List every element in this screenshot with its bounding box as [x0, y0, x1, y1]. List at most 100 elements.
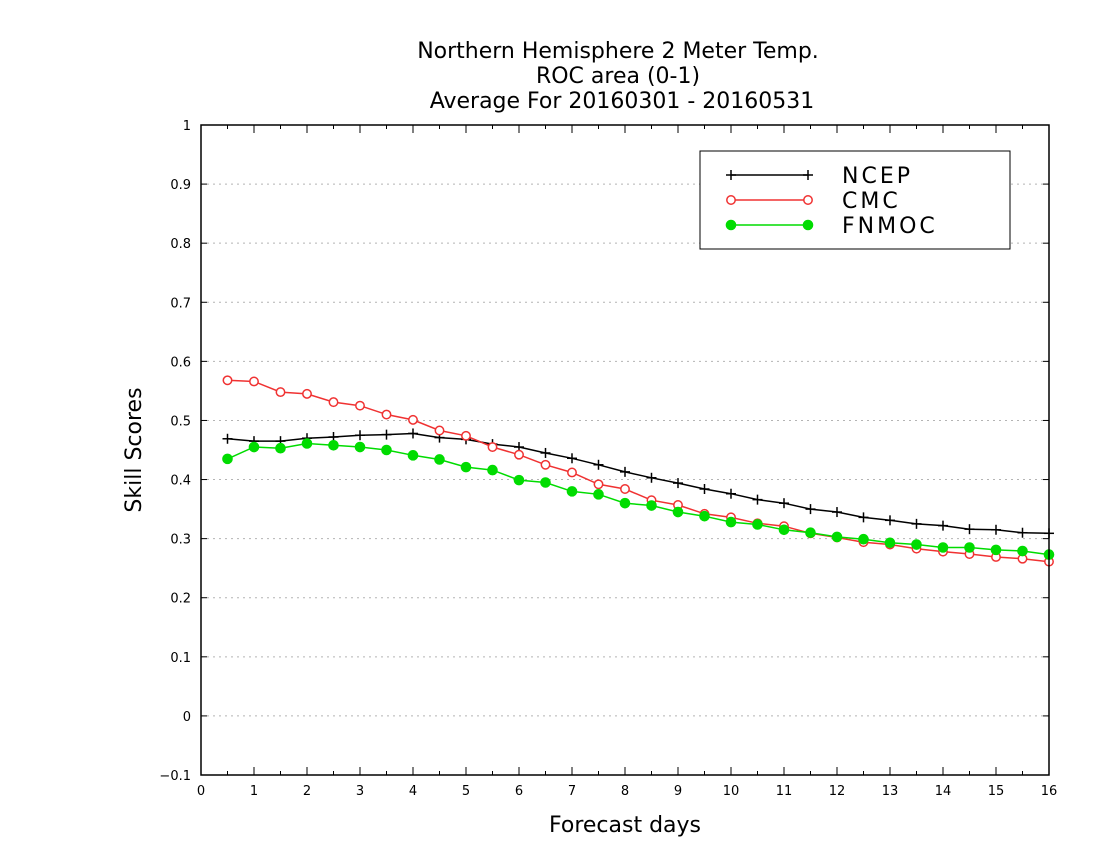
- data-point-cmc: [540, 459, 551, 470]
- x-tick-label: 5: [462, 784, 470, 799]
- y-tick-label: 1: [183, 119, 191, 134]
- data-point-ncep: [726, 488, 736, 499]
- x-tick-label: 8: [621, 784, 629, 799]
- data-point-fnmoc: [381, 444, 392, 456]
- series-fnmoc: [222, 438, 1055, 560]
- data-point-ncep: [620, 466, 630, 477]
- chart-title: Northern Hemisphere 2 Meter Temp. ROC ar…: [417, 39, 819, 114]
- data-point-fnmoc: [672, 506, 684, 518]
- legend-label-fnmoc: FNMOC: [842, 214, 938, 239]
- x-tick-label: 0: [197, 784, 205, 799]
- data-point-ncep: [1017, 527, 1028, 538]
- legend-marker-fnmoc: [725, 219, 737, 231]
- legend-marker-cmc: [803, 195, 813, 205]
- data-point-ncep: [938, 520, 948, 531]
- y-tick-label: −0.1: [159, 769, 191, 784]
- data-point-fnmoc: [831, 531, 843, 543]
- y-axis-label: Skill Scores: [122, 387, 147, 512]
- data-point-fnmoc: [725, 516, 737, 528]
- legend-entry-cmc: CMC: [726, 189, 901, 214]
- data-point-cmc: [514, 449, 524, 460]
- x-tick-label: 14: [935, 784, 952, 799]
- data-point-ncep: [540, 447, 551, 458]
- data-point-cmc: [408, 414, 418, 425]
- legend-box: [699, 150, 1011, 250]
- data-point-cmc: [593, 479, 604, 490]
- data-point-fnmoc: [434, 454, 445, 465]
- y-tick-label: 0.2: [170, 592, 191, 607]
- data-point-fnmoc: [619, 497, 631, 509]
- data-point-cmc: [355, 400, 365, 411]
- x-tick-label: 3: [356, 784, 364, 799]
- data-point-fnmoc: [1017, 545, 1028, 557]
- data-point-fnmoc: [593, 489, 604, 500]
- x-axis-ticks: 0 1 2 3 4 5 6 7 8 9 10 11 12 13 14 15 16: [197, 125, 1057, 799]
- data-point-ncep: [222, 433, 233, 444]
- data-point-cmc: [434, 425, 445, 436]
- title-line-2: ROC area (0-1): [536, 64, 700, 89]
- data-point-fnmoc: [460, 461, 472, 473]
- data-point-cmc: [275, 387, 286, 398]
- data-point-fnmoc: [937, 542, 949, 553]
- y-tick-label: 0.1: [170, 651, 191, 666]
- data-point-ncep: [991, 524, 1001, 535]
- data-point-ncep: [964, 524, 975, 535]
- x-tick-label: 15: [988, 784, 1005, 799]
- x-tick-label: 1: [250, 784, 258, 799]
- data-point-fnmoc: [540, 477, 551, 488]
- x-tick-label: 13: [882, 784, 899, 799]
- x-tick-label: 6: [515, 784, 523, 799]
- x-axis-label: Forecast days: [549, 813, 701, 838]
- data-point-fnmoc: [805, 527, 816, 539]
- x-tick-label: 2: [303, 784, 311, 799]
- data-point-cmc: [328, 397, 339, 408]
- data-point-cmc: [461, 430, 471, 441]
- data-point-fnmoc: [964, 542, 975, 553]
- y-tick-label: 0.6: [170, 355, 191, 370]
- data-series: [222, 375, 1055, 567]
- data-point-fnmoc: [566, 486, 578, 497]
- y-axis-ticks: −0.1 0 0.1 0.2 0.3 0.4 0.5 0.6 0.7 0.8 0.9 1: [159, 119, 1049, 784]
- y-tick-label: 0.5: [170, 414, 191, 429]
- data-point-cmc: [249, 376, 259, 387]
- legend-label-ncep: NCEP: [842, 164, 913, 189]
- data-point-cmc: [620, 484, 630, 494]
- title-line-1: Northern Hemisphere 2 Meter Temp.: [417, 39, 819, 64]
- data-point-cmc: [302, 388, 312, 399]
- data-point-ncep: [752, 494, 763, 505]
- legend-label-cmc: CMC: [842, 189, 901, 214]
- legend-marker-fnmoc: [802, 219, 814, 231]
- data-point-ncep: [699, 484, 710, 494]
- data-point-ncep: [381, 429, 392, 440]
- x-tick-label: 16: [1041, 784, 1058, 799]
- data-point-ncep: [805, 504, 816, 515]
- data-point-fnmoc: [513, 474, 525, 486]
- data-point-fnmoc: [407, 450, 419, 461]
- data-point-fnmoc: [911, 539, 922, 550]
- x-tick-label: 4: [409, 784, 417, 799]
- y-tick-label: 0: [183, 710, 191, 725]
- data-point-cmc: [567, 467, 577, 478]
- data-point-ncep: [832, 507, 842, 518]
- data-point-fnmoc: [487, 464, 498, 476]
- x-tick-label: 9: [674, 784, 682, 799]
- data-point-fnmoc: [275, 442, 286, 454]
- x-tick-label: 12: [829, 784, 846, 799]
- data-point-fnmoc: [248, 441, 260, 453]
- y-tick-label: 0.9: [170, 178, 191, 193]
- series-ncep: [222, 428, 1054, 539]
- data-point-ncep: [858, 512, 869, 523]
- data-point-fnmoc: [858, 533, 869, 545]
- data-point-fnmoc: [699, 510, 710, 522]
- legend-marker-ncep: [803, 170, 813, 180]
- legend-marker-cmc: [726, 195, 736, 205]
- x-tick-label: 7: [568, 784, 576, 799]
- data-point-fnmoc: [990, 544, 1002, 556]
- data-point-cmc: [487, 442, 498, 452]
- data-point-fnmoc: [752, 519, 763, 530]
- data-point-ncep: [593, 459, 604, 470]
- data-point-ncep: [673, 478, 683, 489]
